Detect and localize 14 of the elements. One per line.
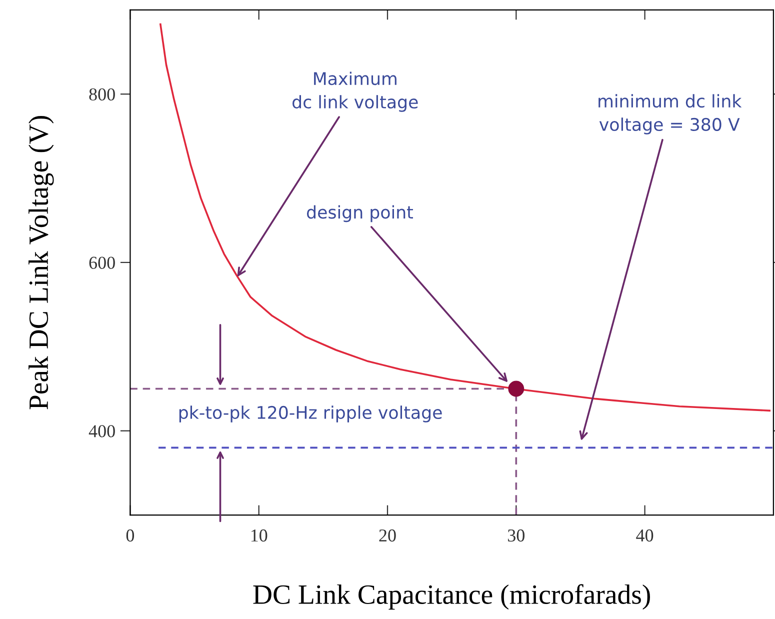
y-tick-label: 400 — [88, 425, 115, 438]
y-axis-title: Peak DC Link Voltage (V) — [28, 116, 54, 410]
x-tick-label: 10 — [251, 529, 268, 542]
x-tick-label: 30 — [508, 529, 524, 542]
annotation: Maximum dc link voltage — [292, 72, 418, 112]
y-tick-label: 600 — [89, 256, 115, 269]
x-tick-label: 20 — [379, 529, 396, 542]
x-tick-label: 0 — [126, 529, 134, 542]
annotation: design point — [306, 205, 413, 222]
x-tick-label: 40 — [636, 529, 654, 542]
annotation: pk-to-pk 120-Hz ripple voltage — [179, 406, 442, 422]
x-axis-title: DC Link Capacitance (microfarads) — [253, 584, 650, 610]
y-tick-label: 800 — [89, 88, 115, 101]
annotation: minimum dc link voltage = 380 V — [598, 94, 742, 134]
